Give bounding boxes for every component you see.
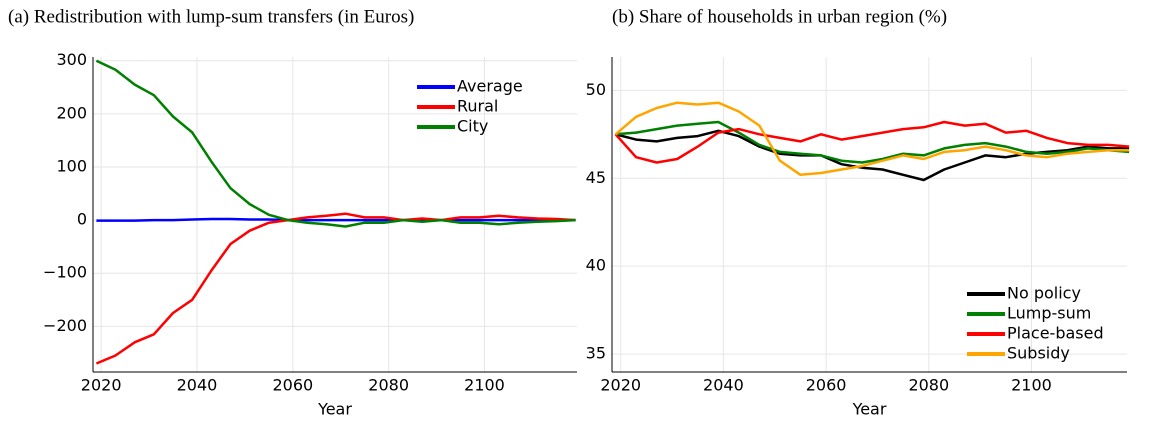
data-line [96,217,576,222]
data-line [614,101,1130,177]
x-tick-label: 2080 [908,376,949,395]
chart-title: (b) Share of households in urban region … [612,6,947,27]
x-tick-label: 2080 [368,376,409,395]
y-tick-label: 200 [56,103,87,122]
x-tick-label: 2100 [464,376,505,395]
x-axis-label: Year [852,400,887,419]
y-tick-label: 300 [56,50,87,69]
x-axis-label: Year [317,400,352,419]
y-tick-label: 0 [77,210,87,229]
data-line [95,59,576,228]
x-tick-label: 2040 [703,376,744,395]
legend-label: Subsidy [1007,344,1070,363]
legend-label: City [457,117,488,136]
data-line [615,120,1130,164]
data-line [614,120,1130,164]
data-line [95,212,576,365]
x-tick-label: 2020 [600,376,641,395]
y-tick-label: 40 [586,256,606,275]
y-tick-label: −100 [43,263,87,282]
legend-label: Lump-sum [1007,304,1091,323]
y-tick-label: −200 [43,316,87,335]
legend-label: Rural [457,97,498,116]
y-tick-label: 50 [586,80,606,99]
legend-label: Average [457,77,523,96]
chart-title: (a) Redistribution with lump-sum transfe… [8,6,414,27]
legend-label: Place-based [1007,324,1104,343]
x-tick-label: 2040 [177,376,218,395]
y-tick-label: 35 [586,344,606,363]
x-tick-label: 2020 [81,376,122,395]
x-tick-label: 2060 [806,376,847,395]
y-tick-label: 45 [586,168,606,187]
legend-label: No policy [1007,284,1081,303]
x-tick-label: 2060 [272,376,313,395]
y-tick-label: 100 [56,156,87,175]
x-tick-label: 2100 [1011,376,1052,395]
